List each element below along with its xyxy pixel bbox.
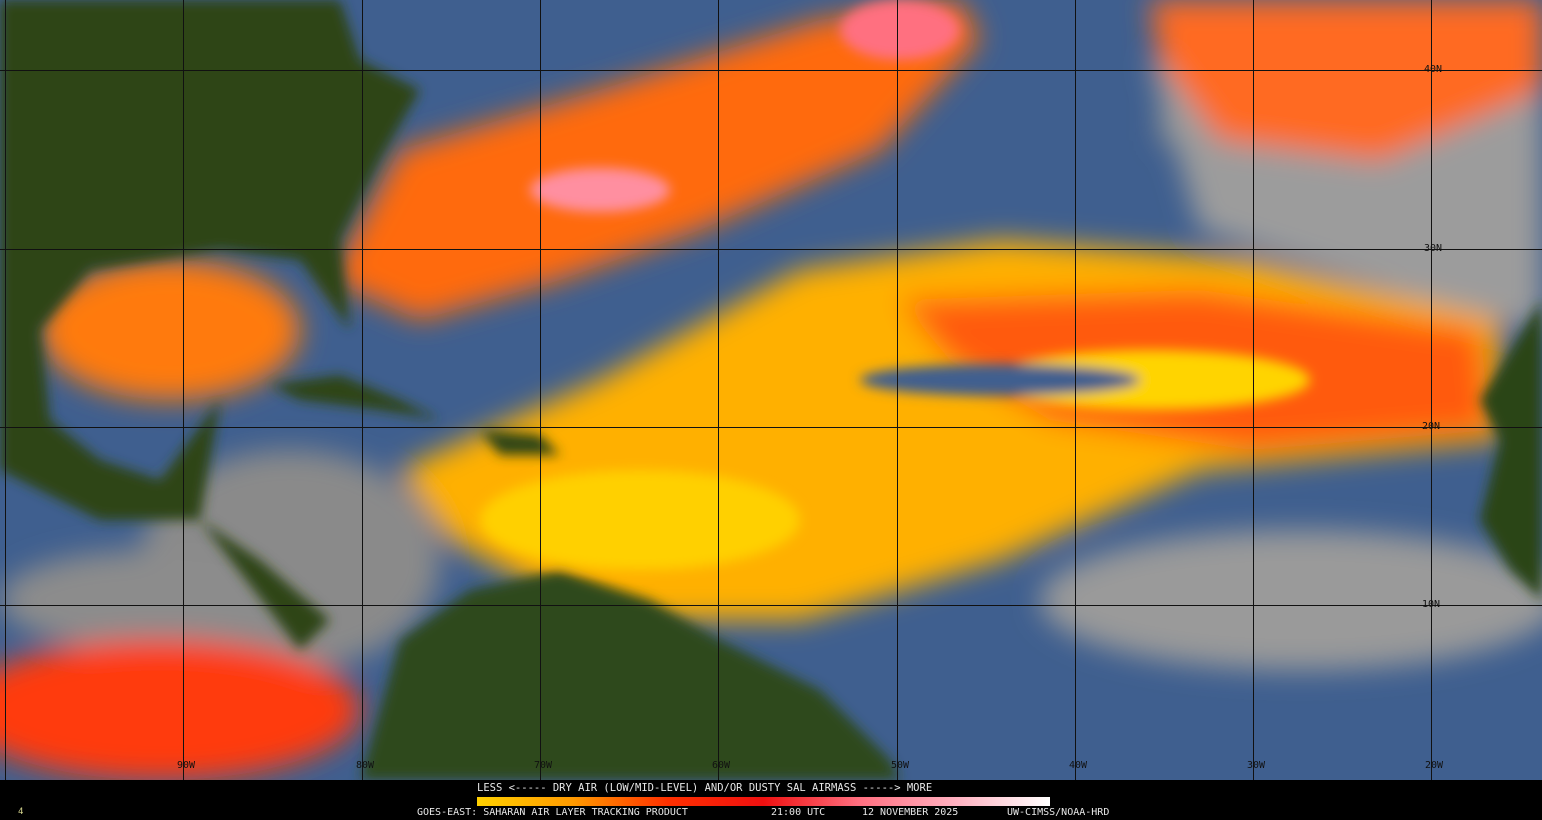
north-america-land	[0, 0, 420, 650]
dry-air-band-northwest	[330, 0, 980, 320]
legend-caption: LESS <----- DRY AIR (LOW/MID-LEVEL) AND/…	[477, 782, 933, 794]
map-imagery	[0, 0, 1542, 780]
latitude-label: 20N	[1422, 421, 1441, 432]
meridian-100w	[5, 0, 6, 780]
africa-land	[1480, 300, 1542, 600]
dry-air-gulf	[40, 260, 300, 400]
frame-marker: 4	[18, 807, 24, 817]
meridian-20w	[1431, 0, 1432, 780]
longitude-label: 80W	[356, 760, 375, 771]
latitude-label: 30N	[1424, 243, 1443, 254]
parallel-10n	[0, 605, 1542, 606]
parallel-20n	[0, 427, 1542, 428]
meridian-80w	[362, 0, 363, 780]
parallel-40n	[0, 70, 1542, 71]
product-name: GOES-EAST: SAHARAN AIR LAYER TRACKING PR…	[417, 807, 688, 818]
product-date: 12 NOVEMBER 2025	[862, 807, 959, 818]
south-america-land	[360, 570, 900, 780]
meridian-40w	[1075, 0, 1076, 780]
sal-yellow-2	[990, 350, 1310, 410]
sal-yellow-1	[480, 470, 800, 570]
latitude-label: 40N	[1424, 64, 1443, 75]
longitude-label: 60W	[712, 760, 731, 771]
meridian-50w	[897, 0, 898, 780]
meridian-70w	[540, 0, 541, 780]
dry-air-pink-north	[840, 0, 960, 60]
dry-air-northeast	[1150, 0, 1542, 160]
dry-air-southwest	[0, 640, 360, 780]
longitude-label: 70W	[534, 760, 553, 771]
clear-ocean-patch	[860, 364, 1140, 396]
legend-bar: LESS <----- DRY AIR (LOW/MID-LEVEL) AND/…	[0, 780, 1542, 820]
satellite-map: 90W 80W 70W 60W 50W 40W 30W 20W 40N 30N …	[0, 0, 1542, 780]
longitude-label: 20W	[1425, 760, 1444, 771]
cloud-pacific	[0, 550, 300, 650]
product-credit: UW-CIMSS/NOAA-HRD	[1007, 807, 1110, 818]
cuba-island	[270, 375, 440, 420]
longitude-label: 40W	[1069, 760, 1088, 771]
cloud-itcz	[1040, 530, 1542, 670]
longitude-label: 30W	[1247, 760, 1266, 771]
parallel-30n	[0, 249, 1542, 250]
latitude-label: 10N	[1422, 599, 1441, 610]
meridian-90w	[183, 0, 184, 780]
longitude-label: 90W	[177, 760, 196, 771]
longitude-label: 50W	[891, 760, 910, 771]
colorbar	[477, 797, 1050, 806]
meridian-60w	[718, 0, 719, 780]
product-time: 21:00 UTC	[771, 807, 826, 818]
dry-air-pink-patch	[530, 168, 670, 212]
meridian-30w	[1253, 0, 1254, 780]
